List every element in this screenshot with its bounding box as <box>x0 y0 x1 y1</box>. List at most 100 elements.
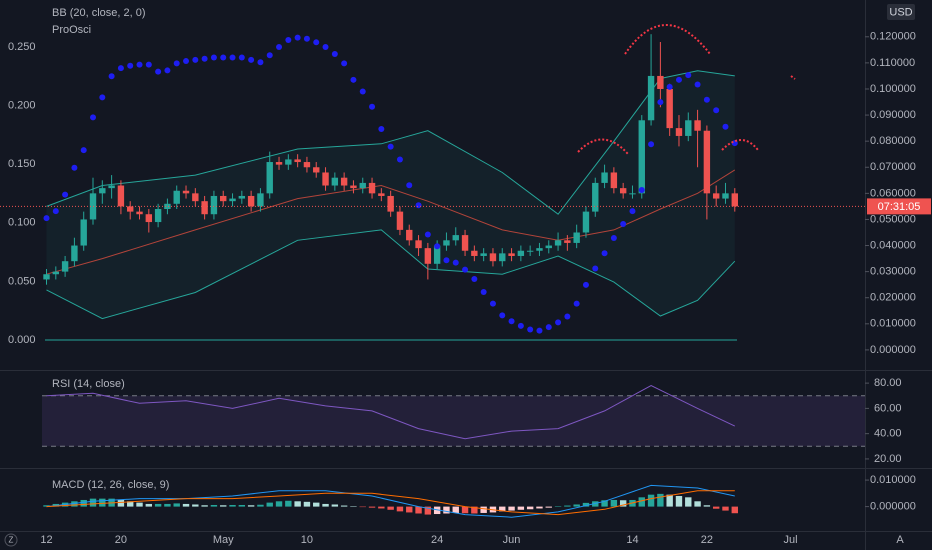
osc-dot <box>322 43 329 50</box>
macd-histogram-bar <box>331 504 339 507</box>
osc-dot <box>424 231 431 238</box>
candle-body <box>154 209 162 223</box>
candle-body <box>266 162 273 194</box>
osc-dot <box>462 266 469 273</box>
macd-histogram-bar <box>433 506 441 515</box>
indicator-title: MACD (12, 26, close, 9) <box>52 479 169 491</box>
osc-dot <box>369 103 376 110</box>
candle-body <box>675 128 683 136</box>
osc-dot <box>555 319 562 326</box>
x-tick-label: Jul <box>784 534 798 546</box>
y-tick-label: 0.120000 <box>870 31 916 43</box>
macd-histogram-bar <box>340 505 348 507</box>
macd-histogram-bar <box>350 506 357 507</box>
macd-histogram-bar <box>136 502 143 507</box>
osc-dot <box>62 191 69 198</box>
candle-body <box>61 261 69 272</box>
candle-body <box>499 253 506 262</box>
candle-body <box>480 253 487 256</box>
y2-tick-label: 0.250 <box>8 41 36 53</box>
head-arc <box>624 24 711 55</box>
candle-body <box>164 203 171 210</box>
y-tick-label: 20.00 <box>874 453 902 465</box>
macd-histogram-bar <box>712 506 720 509</box>
macd-histogram-bar <box>173 503 180 507</box>
macd-histogram-bar <box>201 505 208 507</box>
candle-body <box>573 232 580 243</box>
candle-body <box>378 193 385 196</box>
candle-body <box>257 193 264 207</box>
macd-histogram-bar <box>117 499 125 507</box>
candle-body <box>554 240 562 246</box>
osc-dot <box>629 208 636 215</box>
drawing-mark <box>790 75 796 80</box>
osc-dot <box>666 83 673 90</box>
osc-dot <box>173 60 180 67</box>
y-tick-label: 0.110000 <box>870 57 915 69</box>
osc-dot <box>294 34 301 41</box>
rsi-band <box>42 395 865 447</box>
osc-dot <box>527 326 534 333</box>
macd-histogram-bar <box>657 493 664 507</box>
macd-histogram-bar <box>471 506 478 514</box>
y-tick-label: 60.00 <box>874 402 902 414</box>
zoom-button[interactable] <box>4 533 18 547</box>
currency-badge[interactable] <box>887 4 915 20</box>
macd-histogram-bar <box>89 498 97 507</box>
candle-body <box>275 162 283 165</box>
candle-body <box>471 250 478 256</box>
x-tick-label: 22 <box>701 534 713 546</box>
macd-histogram-bar <box>601 500 608 507</box>
osc-dot <box>378 126 385 133</box>
currency-label[interactable]: USD <box>889 6 912 18</box>
candle-body <box>220 195 227 202</box>
macd-histogram-bar <box>257 504 264 507</box>
main-pane: 0.000000 0.010000 0.020000 0.030000 0.040000… <box>0 31 931 546</box>
osc-dot <box>331 51 338 58</box>
macd-histogram-bar <box>220 505 227 507</box>
zoom-button-label[interactable]: Z <box>9 536 14 545</box>
candle-body <box>619 188 627 194</box>
osc-dot <box>396 156 403 163</box>
candle-body <box>564 240 571 243</box>
macd-histogram-bar <box>396 506 404 512</box>
macd-histogram-bar <box>638 497 645 507</box>
macd-histogram-bar <box>247 505 255 507</box>
drawings <box>577 24 796 155</box>
macd-histogram-bar <box>722 506 729 511</box>
osc-dot <box>99 94 106 101</box>
osc-dot <box>592 265 599 272</box>
macd-histogram-bar <box>703 505 711 507</box>
y-tick-label: 0.000000 <box>870 501 916 513</box>
candle-body <box>368 182 376 194</box>
osc-dot <box>517 322 524 329</box>
macd-histogram-bar <box>610 499 618 507</box>
macd-histogram-bar <box>452 506 459 513</box>
y-tick-label: 0.060000 <box>870 187 916 199</box>
osc-dot <box>489 300 496 307</box>
candle-body <box>592 182 599 212</box>
macd-histogram-bar <box>406 506 413 513</box>
osc-dot <box>210 54 217 61</box>
indicator-title: BB (20, close, 2, 0) <box>52 7 146 19</box>
candle-body <box>694 120 701 131</box>
osc-dot <box>713 107 720 114</box>
x-tick-label: 14 <box>626 534 638 546</box>
osc-dot <box>406 182 413 189</box>
candle-body <box>526 250 534 252</box>
osc-dot <box>387 143 394 150</box>
y-tick-label: 0.090000 <box>870 109 916 121</box>
macd-line <box>46 484 735 518</box>
candle-body <box>406 229 413 241</box>
y-tick-label: 0.020000 <box>870 292 916 304</box>
macd-histogram-bar <box>368 506 376 508</box>
candle-body <box>229 198 236 202</box>
osc-dot <box>80 147 87 154</box>
macd-histogram-bar <box>192 504 199 507</box>
y-tick-label: 0.010000 <box>870 474 916 486</box>
candle-body <box>192 193 199 202</box>
osc-dot <box>573 300 580 307</box>
auto-button-label[interactable]: A <box>896 534 904 546</box>
macd-histogram-bar <box>517 506 525 510</box>
macd-histogram-bar <box>266 502 273 507</box>
